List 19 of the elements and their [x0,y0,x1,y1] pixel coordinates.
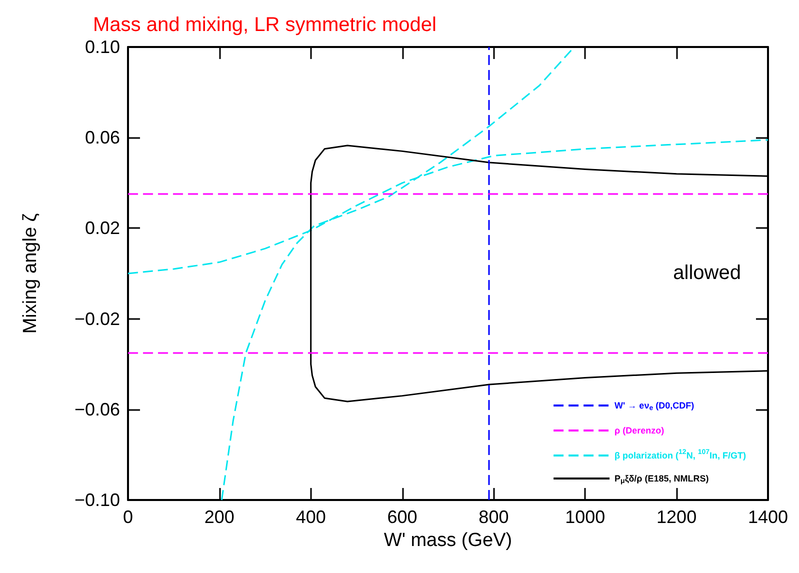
x-axis-title: W' mass (GeV) [384,530,512,551]
x-tick-label: 1000 [565,507,606,527]
annotation: allowed [673,262,742,284]
y-tick-label: −0.06 [74,399,120,420]
y-tick-label: −0.02 [74,308,120,329]
x-tick-label: 400 [296,507,326,527]
x-tick-label: 600 [387,507,418,527]
y-tick-label: 0.02 [84,218,120,238]
x-tick-label: 1400 [748,507,788,527]
x-tick-label: 1200 [656,507,697,527]
y-tick-label: 0.10 [84,37,120,57]
chart-title: Mass and mixing, LR symmetric model [93,14,436,36]
y-tick-label: 0.06 [84,128,120,148]
x-tick-label: 200 [204,507,234,527]
y-tick-label: −0.10 [74,490,120,510]
x-tick-label: 0 [122,507,134,527]
ref-line-label: ρ (Derenzo) [614,426,664,436]
y-axis-title: Mixing angle ζ [20,212,41,334]
x-tick-label: 800 [478,507,509,527]
